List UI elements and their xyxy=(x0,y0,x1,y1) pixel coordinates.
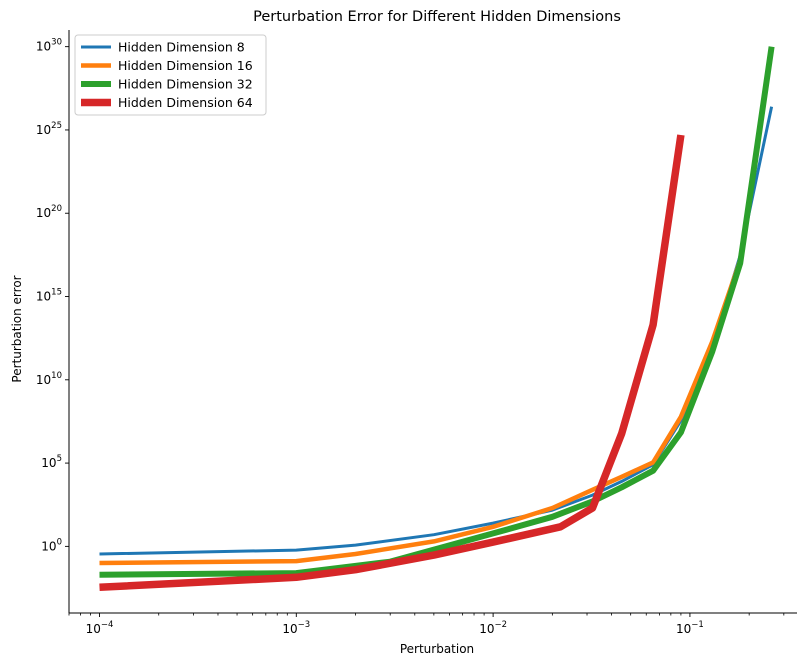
y-tick-label: 1010 xyxy=(36,371,62,387)
legend-label-2: Hidden Dimension 16 xyxy=(118,58,253,73)
x-tick-base: 10 xyxy=(86,622,101,636)
y-tick-exponent: 20 xyxy=(51,204,62,214)
y-tick-exponent: 5 xyxy=(57,454,62,464)
y-tick-base: 10 xyxy=(36,206,51,220)
y-tick-base: 10 xyxy=(41,456,56,470)
legend: Hidden Dimension 8 Hidden Dimension 16 Hid… xyxy=(74,34,267,116)
y-tick-label: 100 xyxy=(41,537,62,553)
series-line-2 xyxy=(99,259,743,566)
axes: 10−4 10−3 10−2 10−1100105101010151020102510… xyxy=(36,30,797,636)
y-tick-label: 1015 xyxy=(36,288,62,304)
chart-title: Perturbation Error for Different Hidden … xyxy=(253,9,621,25)
x-tick-base: 10 xyxy=(479,622,494,636)
legend-box xyxy=(74,34,267,116)
y-tick-exponent: 15 xyxy=(51,288,62,298)
y-tick-base: 10 xyxy=(41,539,56,553)
y-tick-exponent: 30 xyxy=(51,38,62,48)
legend-label-3: Hidden Dimension 32 xyxy=(118,77,253,92)
y-tick-base: 10 xyxy=(36,123,51,137)
y-tick-base: 10 xyxy=(36,40,51,54)
x-axis-label: Perturbation xyxy=(400,642,474,656)
y-tick-label: 1030 xyxy=(36,38,62,54)
x-tick-exponent: −2 xyxy=(494,620,507,630)
y-tick-label: 1020 xyxy=(36,204,62,220)
legend-label-1: Hidden Dimension 8 xyxy=(118,40,245,55)
series-line-1 xyxy=(99,106,774,556)
series-line-4 xyxy=(99,134,685,592)
x-tick-base: 10 xyxy=(676,622,691,636)
legend-label-4: Hidden Dimension 64 xyxy=(118,95,253,110)
y-axis-label: Perturbation error xyxy=(10,275,24,382)
x-tick-exponent: −1 xyxy=(691,620,704,630)
x-tick-label: 10−3 xyxy=(282,620,310,636)
y-tick-base: 10 xyxy=(36,290,51,304)
y-tick-label: 105 xyxy=(41,454,62,470)
x-tick-label: 10−2 xyxy=(479,620,507,636)
series-line-3 xyxy=(99,46,775,578)
y-tick-exponent: 0 xyxy=(57,537,62,547)
series-lines xyxy=(99,46,775,592)
y-tick-exponent: 25 xyxy=(51,121,62,131)
x-tick-exponent: −3 xyxy=(298,620,311,630)
y-tick-label: 1025 xyxy=(36,121,62,137)
x-tick-base: 10 xyxy=(282,622,297,636)
x-tick-exponent: −4 xyxy=(101,620,114,630)
x-tick-label: 10−1 xyxy=(676,620,704,636)
y-tick-exponent: 10 xyxy=(51,371,62,381)
y-tick-base: 10 xyxy=(36,373,51,387)
x-tick-label: 10−4 xyxy=(86,620,114,636)
